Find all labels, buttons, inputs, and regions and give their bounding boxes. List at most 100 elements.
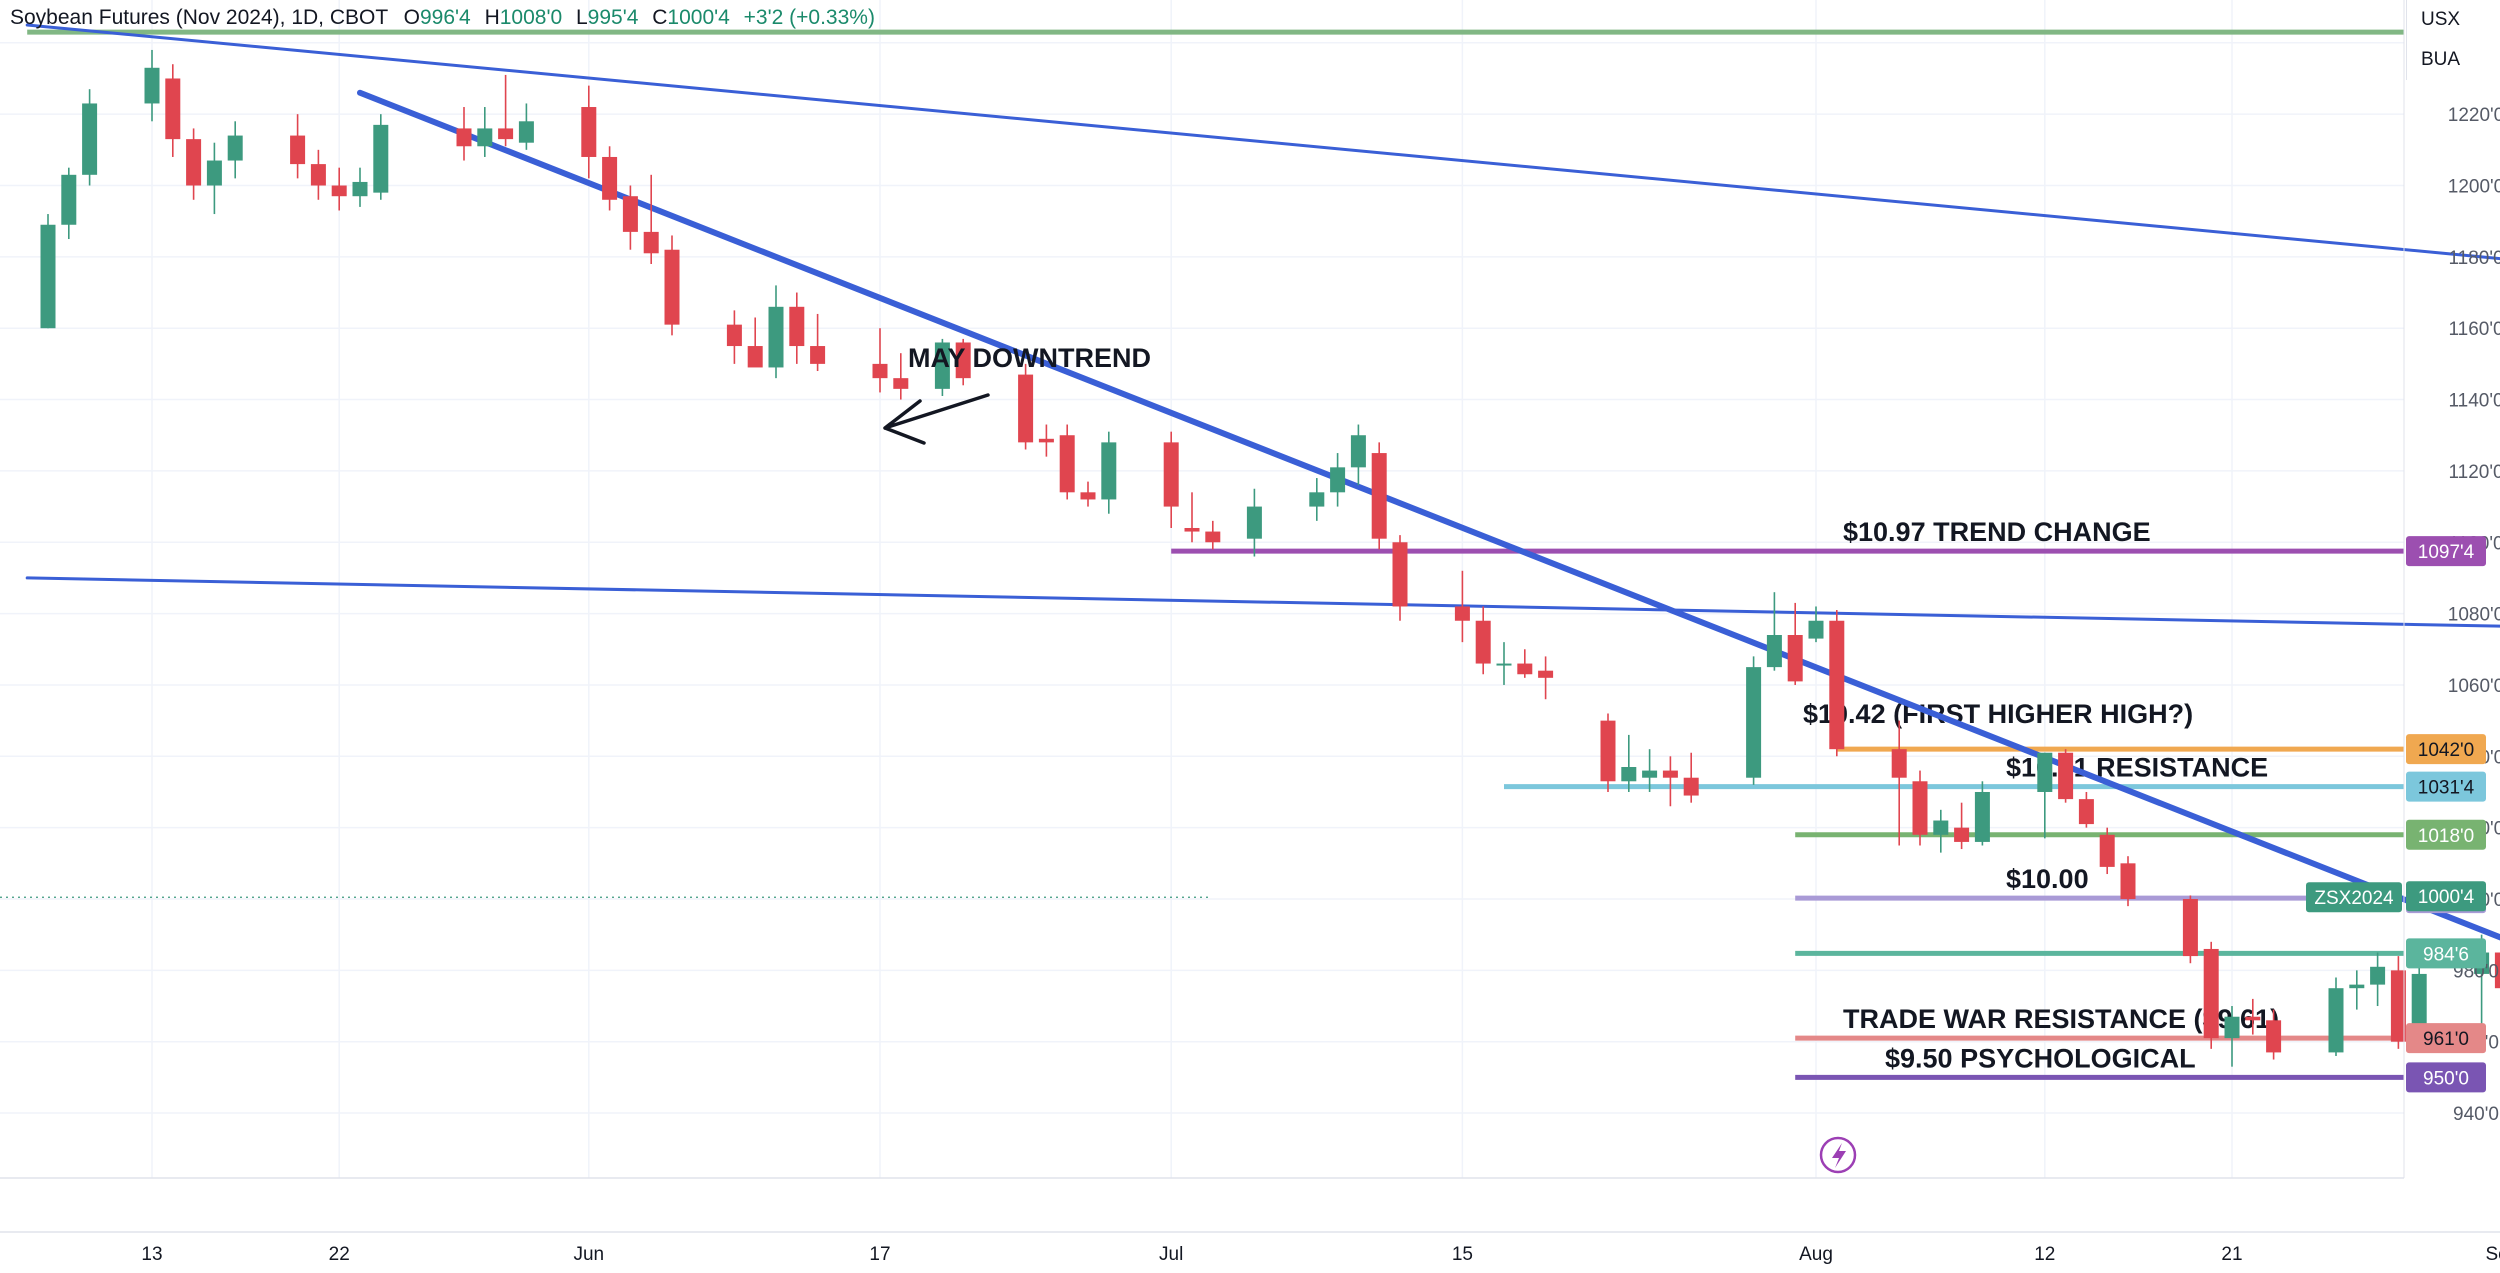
candle (186, 128, 202, 200)
candle-body (518, 121, 534, 143)
candle (1163, 431, 1179, 528)
candle-body (498, 128, 514, 140)
candle (955, 338, 971, 386)
candle (1766, 592, 1782, 671)
candle-body (2494, 952, 2500, 989)
candle (2370, 952, 2386, 1007)
price-tick-label: 1080'0 (2448, 605, 2500, 626)
high-value: 1008'0 (499, 6, 563, 29)
price-tags: 1097'41042'01031'41018'01000'2984'6961'0… (2306, 536, 2486, 1093)
candle (2037, 752, 2053, 839)
candle (1184, 492, 1200, 543)
trendline (25, 23, 2500, 261)
candle-body (1766, 635, 1782, 668)
candle (2058, 749, 2074, 803)
candle-body (165, 78, 181, 140)
candle-body (768, 306, 784, 368)
candle (2494, 952, 2500, 989)
candle-body (664, 249, 680, 325)
candle-body (602, 156, 618, 200)
candle-body (186, 139, 202, 186)
low-label: L (575, 6, 588, 29)
usx-currency-button[interactable]: USX (2406, 0, 2500, 40)
candle-body (1621, 767, 1637, 782)
candle (40, 214, 56, 329)
candle (2245, 998, 2261, 1035)
candle (1829, 610, 1845, 757)
candle (310, 149, 326, 200)
candle (1933, 809, 1949, 853)
time-tick-label: 22 (329, 1244, 350, 1265)
candle (206, 142, 222, 215)
symbol-title: Soybean Futures (Nov 2024), 1D, CBOT (10, 6, 388, 29)
candle (290, 114, 306, 179)
candle (2328, 977, 2344, 1056)
level-price-tag: 1031'4 (2406, 771, 2486, 802)
candle-body (1059, 435, 1075, 493)
chart-grid (0, 0, 2404, 1178)
change-value: +3'2 (+0.33%) (743, 6, 875, 29)
symbol-header: Soybean Futures (Nov 2024), 1D, CBOT O99… (10, 6, 875, 30)
annotation-label: MAY DOWNTREND (908, 343, 1151, 373)
level-label: $10.42 (FIRST HIGHER HIGH?) (1803, 699, 2193, 729)
time-tick-label: 17 (869, 1244, 890, 1265)
symbol-tag-bg (2306, 882, 2402, 913)
level-price-tag: 950'0 (2406, 1062, 2486, 1093)
level-price-tag-text: 950'0 (2423, 1068, 2469, 1089)
candle (2224, 1006, 2240, 1067)
candle-body (1538, 670, 1554, 678)
bua-unit-button[interactable]: BUA (2406, 40, 2500, 80)
close-label: C (652, 6, 668, 29)
candle-body (61, 174, 77, 225)
candle-body (144, 67, 160, 104)
last-price-tag: 1000'4 (2406, 881, 2486, 912)
candle-body (1954, 827, 1970, 842)
candle-body (1080, 492, 1096, 500)
candle-body (227, 135, 243, 161)
candle (2203, 941, 2219, 1049)
candle (1205, 520, 1221, 550)
level-price-tag-text: 1042'0 (2418, 740, 2474, 761)
candle (1517, 649, 1533, 678)
candle (2182, 895, 2198, 964)
candle-body (1475, 620, 1491, 664)
candle-body (810, 346, 826, 364)
candle-body (1600, 720, 1616, 782)
price-tick-label: 1120'0 (2448, 462, 2500, 483)
candle (1350, 424, 1366, 486)
candle (1101, 431, 1117, 514)
candle-body (2390, 970, 2406, 1042)
candle (1059, 424, 1075, 500)
price-tick-label: 1160'0 (2448, 319, 2500, 340)
candle-body (1662, 770, 1678, 778)
price-tick-label: 1200'0 (2448, 177, 2500, 198)
low-value: 995'4 (587, 6, 639, 29)
candle-body (1496, 663, 1512, 666)
price-tick-label: 1180'0 (2448, 248, 2500, 269)
level-label: $10.00 (2006, 864, 2089, 894)
level-price-tag: 1018'0 (2406, 819, 2486, 850)
candle (1371, 442, 1387, 550)
trendline (25, 576, 2500, 628)
candle (1018, 363, 1034, 450)
candle (352, 167, 368, 207)
candle-body (1018, 374, 1034, 443)
lightning-bolt (1832, 1143, 1846, 1168)
candle-body (1517, 663, 1533, 675)
candle (456, 107, 472, 161)
candle-body (477, 128, 493, 147)
candle-body (1184, 527, 1200, 532)
candle-body (893, 378, 909, 389)
candle-body (2058, 752, 2074, 800)
time-tick-label: Jul (1159, 1244, 1183, 1265)
time-axis: 1322Jun17Jul15Aug1221Sep16Oct14 (0, 1177, 2500, 1265)
candle-body (373, 124, 389, 193)
annotations: MAY DOWNTREND (883, 343, 1857, 1174)
candle-body (789, 306, 805, 347)
candle (872, 328, 888, 393)
level-price-tag-bg (2406, 938, 2486, 969)
candle (602, 146, 618, 211)
candle-body (2370, 966, 2386, 985)
price-tick-label: 1060'0 (2448, 676, 2500, 697)
